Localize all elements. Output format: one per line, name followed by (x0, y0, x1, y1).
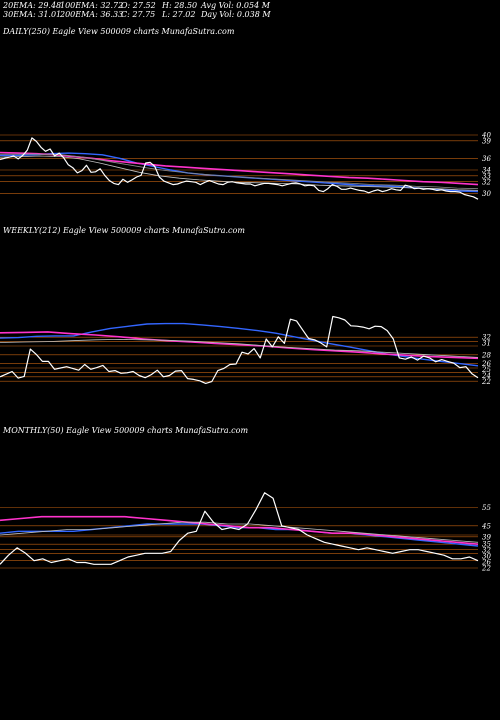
level-label: 28 (481, 351, 491, 359)
series-line-ema-slow-a (0, 155, 479, 191)
series-line-price (0, 315, 479, 384)
level-label: 25 (481, 366, 491, 374)
level-label: 33 (482, 173, 491, 181)
series-line-ema-slow (0, 521, 479, 543)
level-label: 55 (482, 504, 491, 512)
stat-ema30: 30EMA: 31.01 (3, 10, 62, 19)
monthly-panel-title: MONTHLY(50) Eagle View 500009 charts Mun… (3, 426, 249, 435)
series-line-price (0, 137, 479, 200)
stat-ema100: 100EMA: 32.72 (60, 1, 124, 10)
level-label: 39 (482, 533, 491, 541)
level-label: 35 (482, 541, 491, 549)
level-label: 30 (482, 190, 491, 198)
level-label: 22 (481, 565, 491, 573)
level-label: 30 (482, 553, 491, 561)
stat-close: C: 27.75 (121, 10, 156, 19)
stat-low: L: 27.02 (162, 10, 196, 19)
stat-ema20: 20EMA: 29.48 (3, 1, 62, 10)
level-label: 45 (481, 522, 491, 530)
series-line-ema-fast-blue (0, 523, 479, 547)
stat-day-vol: Day Vol: 0.038 M (201, 10, 271, 19)
level-label: 36 (482, 155, 491, 163)
stat-open: O: 27.52 (121, 1, 156, 10)
level-label: 26 (481, 360, 491, 368)
level-label: 39 (482, 138, 491, 146)
level-label: 40 (481, 132, 491, 140)
level-label: 32 (482, 334, 491, 342)
level-label: 22 (481, 378, 491, 386)
stats-header: 20EMA: 29.48 100EMA: 32.72 O: 27.52 H: 2… (0, 0, 500, 20)
series-line-ema-slow-b (0, 153, 479, 190)
stat-ema200: 200EMA: 36.33 (60, 10, 124, 19)
level-label: 34 (482, 167, 491, 175)
level-label: 32 (482, 179, 491, 187)
series-line-price (0, 492, 479, 565)
series-line-ema-pink (0, 515, 479, 545)
level-label: 24 (481, 372, 491, 380)
weekly-panel-title: WEEKLY(212) Eagle View 500009 charts Mun… (3, 226, 245, 235)
level-label: 31 (482, 340, 491, 348)
level-label: 26 (481, 559, 491, 567)
daily-panel-title: DAILY(250) Eagle View 500009 charts Muna… (3, 27, 235, 36)
stat-avg-vol: Avg Vol: 0.054 M (201, 1, 270, 10)
stat-high: H: 28.50 (162, 1, 198, 10)
series-line-ema-pink (0, 151, 479, 186)
level-label: 32 (482, 547, 491, 555)
